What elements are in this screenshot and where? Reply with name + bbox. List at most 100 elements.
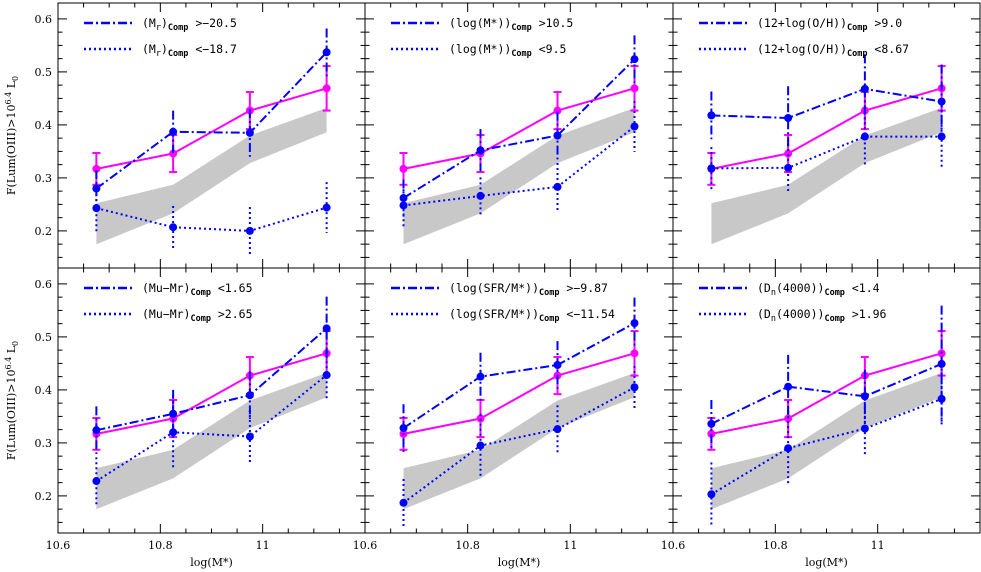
- reference-point: [399, 164, 408, 173]
- legend-comp-subscript: Comp: [511, 23, 531, 33]
- legend-comp-subscript: Comp: [539, 314, 559, 324]
- panel-1: 0.20.30.40.50.6F(Lum(OIII)>106.4 L0(Mr)C…: [4, 2, 366, 269]
- high-comp-point: [553, 360, 562, 369]
- y-axis-label-exp: 6.4: [4, 92, 13, 105]
- panel-2: (log(M*))Comp >10.5 (log(M*))Comp <9.5: [364, 2, 674, 269]
- low-comp-line: [403, 125, 636, 207]
- reference-point: [92, 164, 101, 173]
- reference-line: [711, 352, 942, 435]
- legend-high-label: (Dn(4000))Comp <1.4: [757, 281, 880, 298]
- legend-name: (12+log(O/H)): [757, 42, 847, 56]
- high-comp-series: [92, 28, 331, 208]
- high-comp-series: [707, 54, 946, 150]
- legend-name: (log(M*)): [449, 42, 511, 56]
- high-comp-point: [169, 409, 178, 418]
- high-comp-point: [476, 146, 485, 155]
- low-comp-point: [630, 383, 639, 392]
- y-tick-label: 0.6: [35, 278, 53, 291]
- low-comp-point: [476, 191, 485, 200]
- legend-threshold: >−20.5: [188, 16, 236, 30]
- reference-line: [96, 352, 327, 435]
- high-comp-series: [399, 297, 639, 452]
- legend-name: (12+log(O/H)): [757, 16, 847, 30]
- low-comp-point: [322, 371, 331, 380]
- legend-comp-subscript: Comp: [190, 288, 210, 298]
- legend-subscript: n: [771, 314, 776, 324]
- high-comp-point: [92, 184, 101, 193]
- legend-high-label: (log(M*))Comp >10.5: [449, 16, 573, 33]
- legend-subscript: r: [156, 49, 161, 59]
- low-comp-point: [784, 444, 793, 453]
- gray-band: [711, 372, 942, 510]
- gray-band: [96, 372, 327, 510]
- reference-point: [630, 84, 639, 93]
- high-comp-series: [92, 296, 331, 455]
- x-tick-label: 10.8: [148, 539, 173, 552]
- reference-point: [707, 429, 716, 438]
- legend-name: (log(SFR/M*)): [449, 307, 539, 321]
- low-comp-point: [553, 182, 562, 191]
- low-comp-point: [92, 204, 101, 213]
- legend-high-label: (log(SFR/M*))Comp >−9.87: [449, 281, 608, 298]
- low-comp-point: [245, 226, 254, 235]
- legend-name: (D: [757, 281, 771, 295]
- y-axis-label: F(Lum(OIII)>106.4 L0: [4, 76, 20, 195]
- high-comp-point: [169, 127, 178, 136]
- legend-low-label: (log(M*))Comp <9.5: [449, 42, 566, 59]
- reference-point: [169, 149, 178, 158]
- low-comp-series: [399, 101, 639, 227]
- high-comp-point: [399, 424, 408, 433]
- legend-low-label: (12+log(O/H))Comp <8.67: [757, 42, 909, 59]
- y-tick-label: 0.2: [35, 225, 53, 238]
- legend-name: (log(SFR/M*)): [449, 281, 539, 295]
- legend-threshold: <−11.54: [560, 307, 615, 321]
- high-comp-point: [553, 131, 562, 140]
- panel-4: 0.2 0.3 0.4 0.5 0.6 F(Lum(OIII)>106.4 L0 10.6 1…: [4, 267, 366, 569]
- low-comp-series: [92, 351, 331, 505]
- y-tick-label: 0.6: [35, 13, 53, 26]
- legend-threshold: <1.4: [845, 281, 880, 295]
- reference-line: [711, 87, 942, 170]
- legend-low-label: (Mu−Mr)Comp >2.65: [142, 307, 253, 324]
- low-comp-point: [707, 490, 716, 499]
- legend-threshold: >10.5: [532, 16, 574, 30]
- legend-name: (Mu−Mr): [142, 307, 190, 321]
- x-tick-label: 11: [563, 539, 577, 552]
- legend-low-label: (log(SFR/M*))Comp <−11.54: [449, 307, 615, 324]
- low-comp-point: [322, 203, 331, 212]
- low-comp-point: [553, 425, 562, 434]
- high-comp-point: [399, 194, 408, 203]
- gray-band: [711, 107, 942, 245]
- high-comp-line: [95, 51, 328, 190]
- legend-close: ): [161, 42, 168, 56]
- high-comp-point: [784, 114, 793, 123]
- legend-comp-subscript: Comp: [168, 23, 188, 33]
- low-comp-point: [707, 164, 716, 173]
- legend-comp-subscript: Comp: [539, 288, 559, 298]
- legend-comp-subscript: Comp: [824, 314, 844, 324]
- high-comp-point: [784, 382, 793, 391]
- high-comp-point: [476, 372, 485, 381]
- x-tick-label: 11: [256, 539, 270, 552]
- y-axis-label-base: F(Lum(OIII)>10: [5, 105, 18, 196]
- legend-threshold: <1.65: [211, 281, 253, 295]
- y-axis-label-exp: 6.4: [4, 357, 13, 370]
- reference-series: [399, 65, 639, 186]
- legend-close: (4000)): [776, 307, 824, 321]
- high-comp-point: [630, 55, 639, 64]
- high-comp-point: [860, 84, 869, 93]
- low-comp-line: [402, 386, 635, 504]
- x-tick-label: 10.8: [455, 539, 480, 552]
- high-comp-point: [860, 392, 869, 401]
- x-axis-label: log(M*): [805, 556, 848, 569]
- legend-threshold: <8.67: [868, 42, 910, 56]
- legend-comp-subscript: Comp: [511, 49, 531, 59]
- y-axis-label-unit: L: [5, 80, 18, 91]
- high-comp-point: [245, 128, 254, 137]
- gray-band: [403, 372, 635, 510]
- high-comp-line: [711, 87, 942, 120]
- high-comp-point: [630, 319, 639, 328]
- y-axis-label-unit: L: [5, 345, 18, 356]
